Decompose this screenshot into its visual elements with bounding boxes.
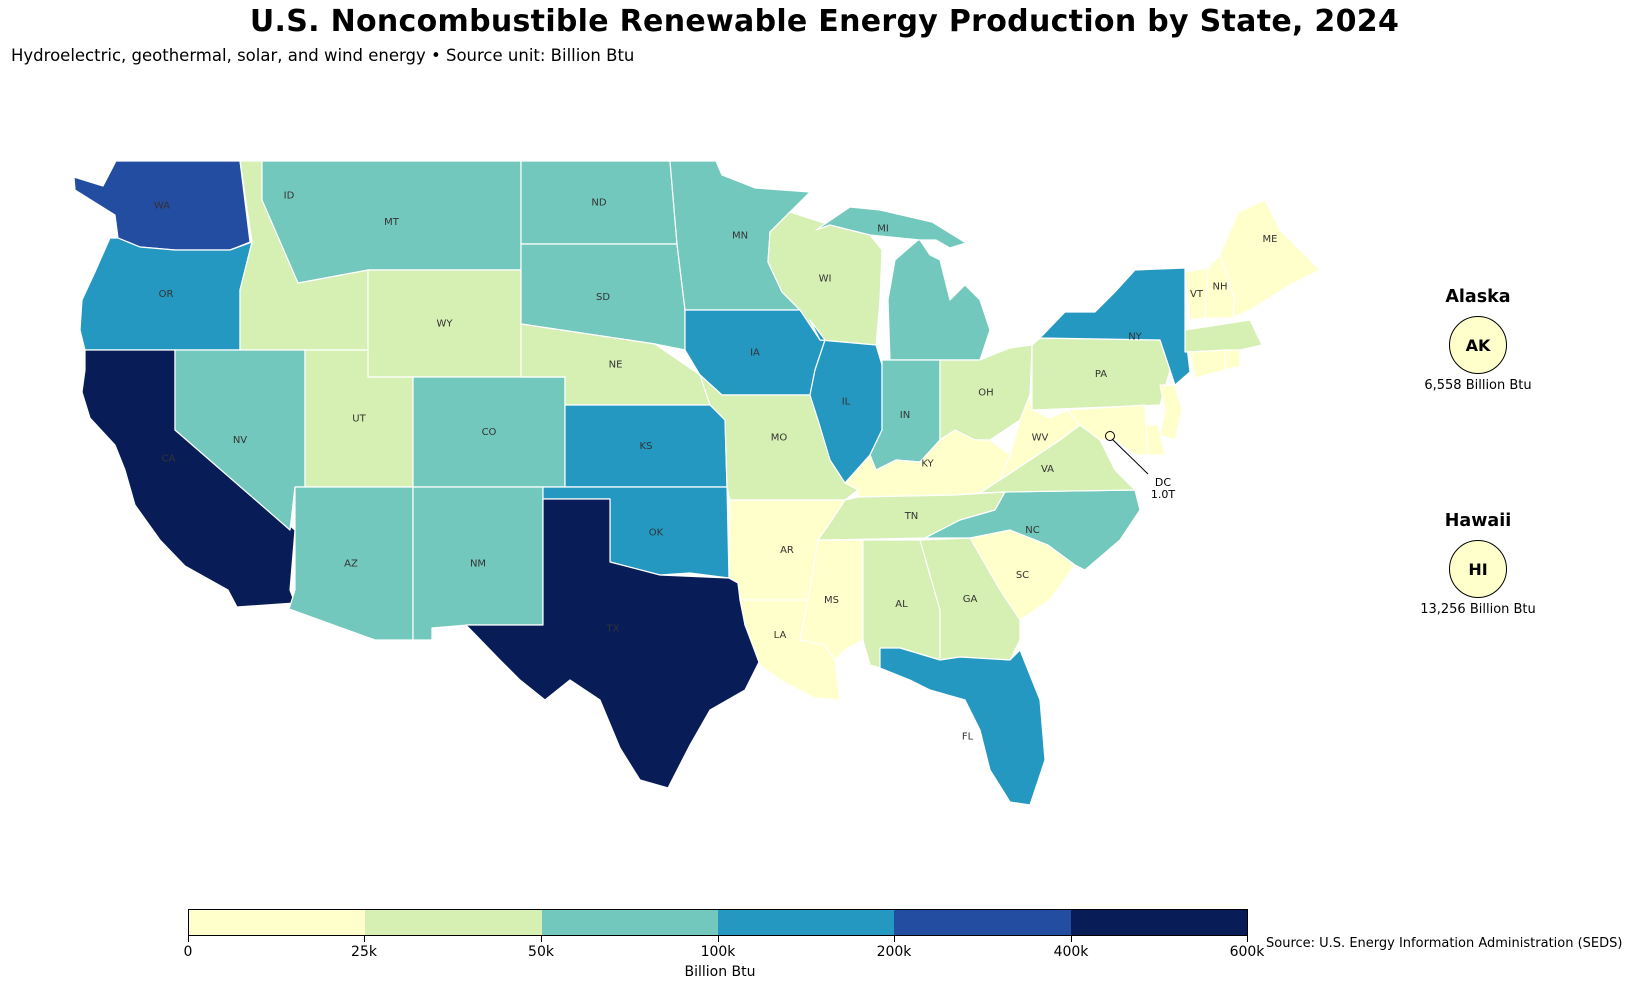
state-label-OH: OH [978,388,993,399]
state-label-OR: OR [159,289,174,300]
legend-tick-label: 400k [1053,944,1089,960]
legend-tick-label: 100k [700,944,736,960]
state-CT[interactable] [1189,349,1226,379]
state-label-KY: KY [921,459,934,470]
state-FL[interactable] [879,647,1046,806]
dc-abbr: DC [1154,476,1172,489]
state-label-CO: CO [482,427,497,438]
state-label-AR: AR [780,545,794,556]
state-label-VT: VT [1190,289,1204,300]
state-RI[interactable] [1224,349,1241,371]
inset-hawaii-circle[interactable]: HI [1449,540,1507,598]
state-label-ID: ID [284,191,295,202]
state-label-OK: OK [649,528,664,539]
legend-tick-label: 50k [528,944,554,960]
state-label-IA: IA [750,348,760,359]
legend-bin-1 [365,910,542,935]
state-label-SD: SD [596,292,610,303]
legend-bin-4 [894,910,1071,935]
state-label-KS: KS [640,441,653,452]
legend-tick [364,936,365,942]
dc-callout [1105,431,1149,475]
state-ME[interactable] [1219,199,1321,319]
state-label-GA: GA [963,594,978,605]
state-label-NM: NM [470,559,486,570]
state-label-WY: WY [437,319,454,330]
dc-label: DC 1.0T [1148,477,1178,501]
legend-tick [188,936,189,942]
state-label-WV: WV [1032,433,1049,444]
state-label-IL: IL [842,397,851,408]
state-label-MS: MS [824,595,839,606]
inset-hawaii-value: 13,256 Billion Btu [1420,602,1536,617]
legend-title: Billion Btu [684,964,756,980]
state-MD[interactable] [1067,404,1149,456]
map-title: U.S. Noncombustible Renewable Energy Pro… [249,4,1400,39]
legend-tick-label: 600k [1229,944,1265,960]
state-label-TN: TN [904,511,919,522]
state-TX[interactable] [465,498,761,789]
legend-tick-label: 25k [351,944,377,960]
state-label-VA: VA [1041,464,1054,475]
legend-bin-2 [541,910,718,935]
state-label-AZ: AZ [344,559,358,570]
legend-tick-label: 0 [183,944,193,960]
state-MA[interactable] [1184,319,1263,353]
legend-bin-0 [189,910,366,935]
state-label-MT: MT [384,217,400,228]
state-label-IN: IN [900,410,910,421]
legend-tick-label: 200k [876,944,912,960]
state-label-NH: NH [1213,282,1228,293]
inset-alaska-circle[interactable]: AK [1449,316,1507,374]
legend-tick [1247,936,1248,942]
state-label-MO: MO [771,433,788,444]
state-label-CA: CA [162,454,176,465]
state-label-PA: PA [1095,369,1107,380]
inset-alaska-value: 6,558 Billion Btu [1424,378,1532,393]
state-label-MI: MI [877,224,889,235]
state-label-ME: ME [1263,234,1278,245]
state-label-NY: NY [1128,332,1142,343]
state-label-NV: NV [233,435,247,446]
legend-bin-3 [717,910,895,935]
inset-alaska-title: Alaska [1445,287,1511,307]
state-label-UT: UT [352,414,366,425]
dc-leader-line [1111,438,1149,475]
state-label-ND: ND [591,198,606,209]
state-MO[interactable] [699,374,859,501]
state-WI[interactable] [767,211,883,346]
state-label-AL: AL [895,599,908,610]
state-NY[interactable] [1039,267,1191,386]
state-label-SC: SC [1016,570,1029,581]
map-subtitle: Hydroelectric, geothermal, solar, and wi… [11,46,635,65]
legend-bin-5 [1070,910,1247,935]
state-label-WA: WA [154,201,170,212]
state-label-WI: WI [819,274,832,285]
state-label-MN: MN [732,231,748,242]
dc-value: 1.0T [1150,488,1176,501]
legend-tick [541,936,542,942]
inset-hawaii-title: Hawaii [1444,511,1512,531]
legend-tick [1071,936,1072,942]
dc-marker[interactable] [1105,431,1115,441]
color-legend-bar [188,909,1248,936]
legend-tick [894,936,895,942]
legend-tick [718,936,719,942]
state-label-NE: NE [609,360,623,371]
state-label-NC: NC [1025,525,1039,536]
state-label-FL: FL [962,732,974,743]
state-NJ[interactable] [1159,384,1183,441]
source-note: Source: U.S. Energy Information Administ… [1266,936,1623,951]
state-label-TX: TX [606,624,620,635]
state-label-LA: LA [774,630,787,641]
us-choropleth-map: WA OR CA ID NV MT WY UT AZ CO NM ND SD NE KS OK TX MN IA MO… [73,160,1321,806]
